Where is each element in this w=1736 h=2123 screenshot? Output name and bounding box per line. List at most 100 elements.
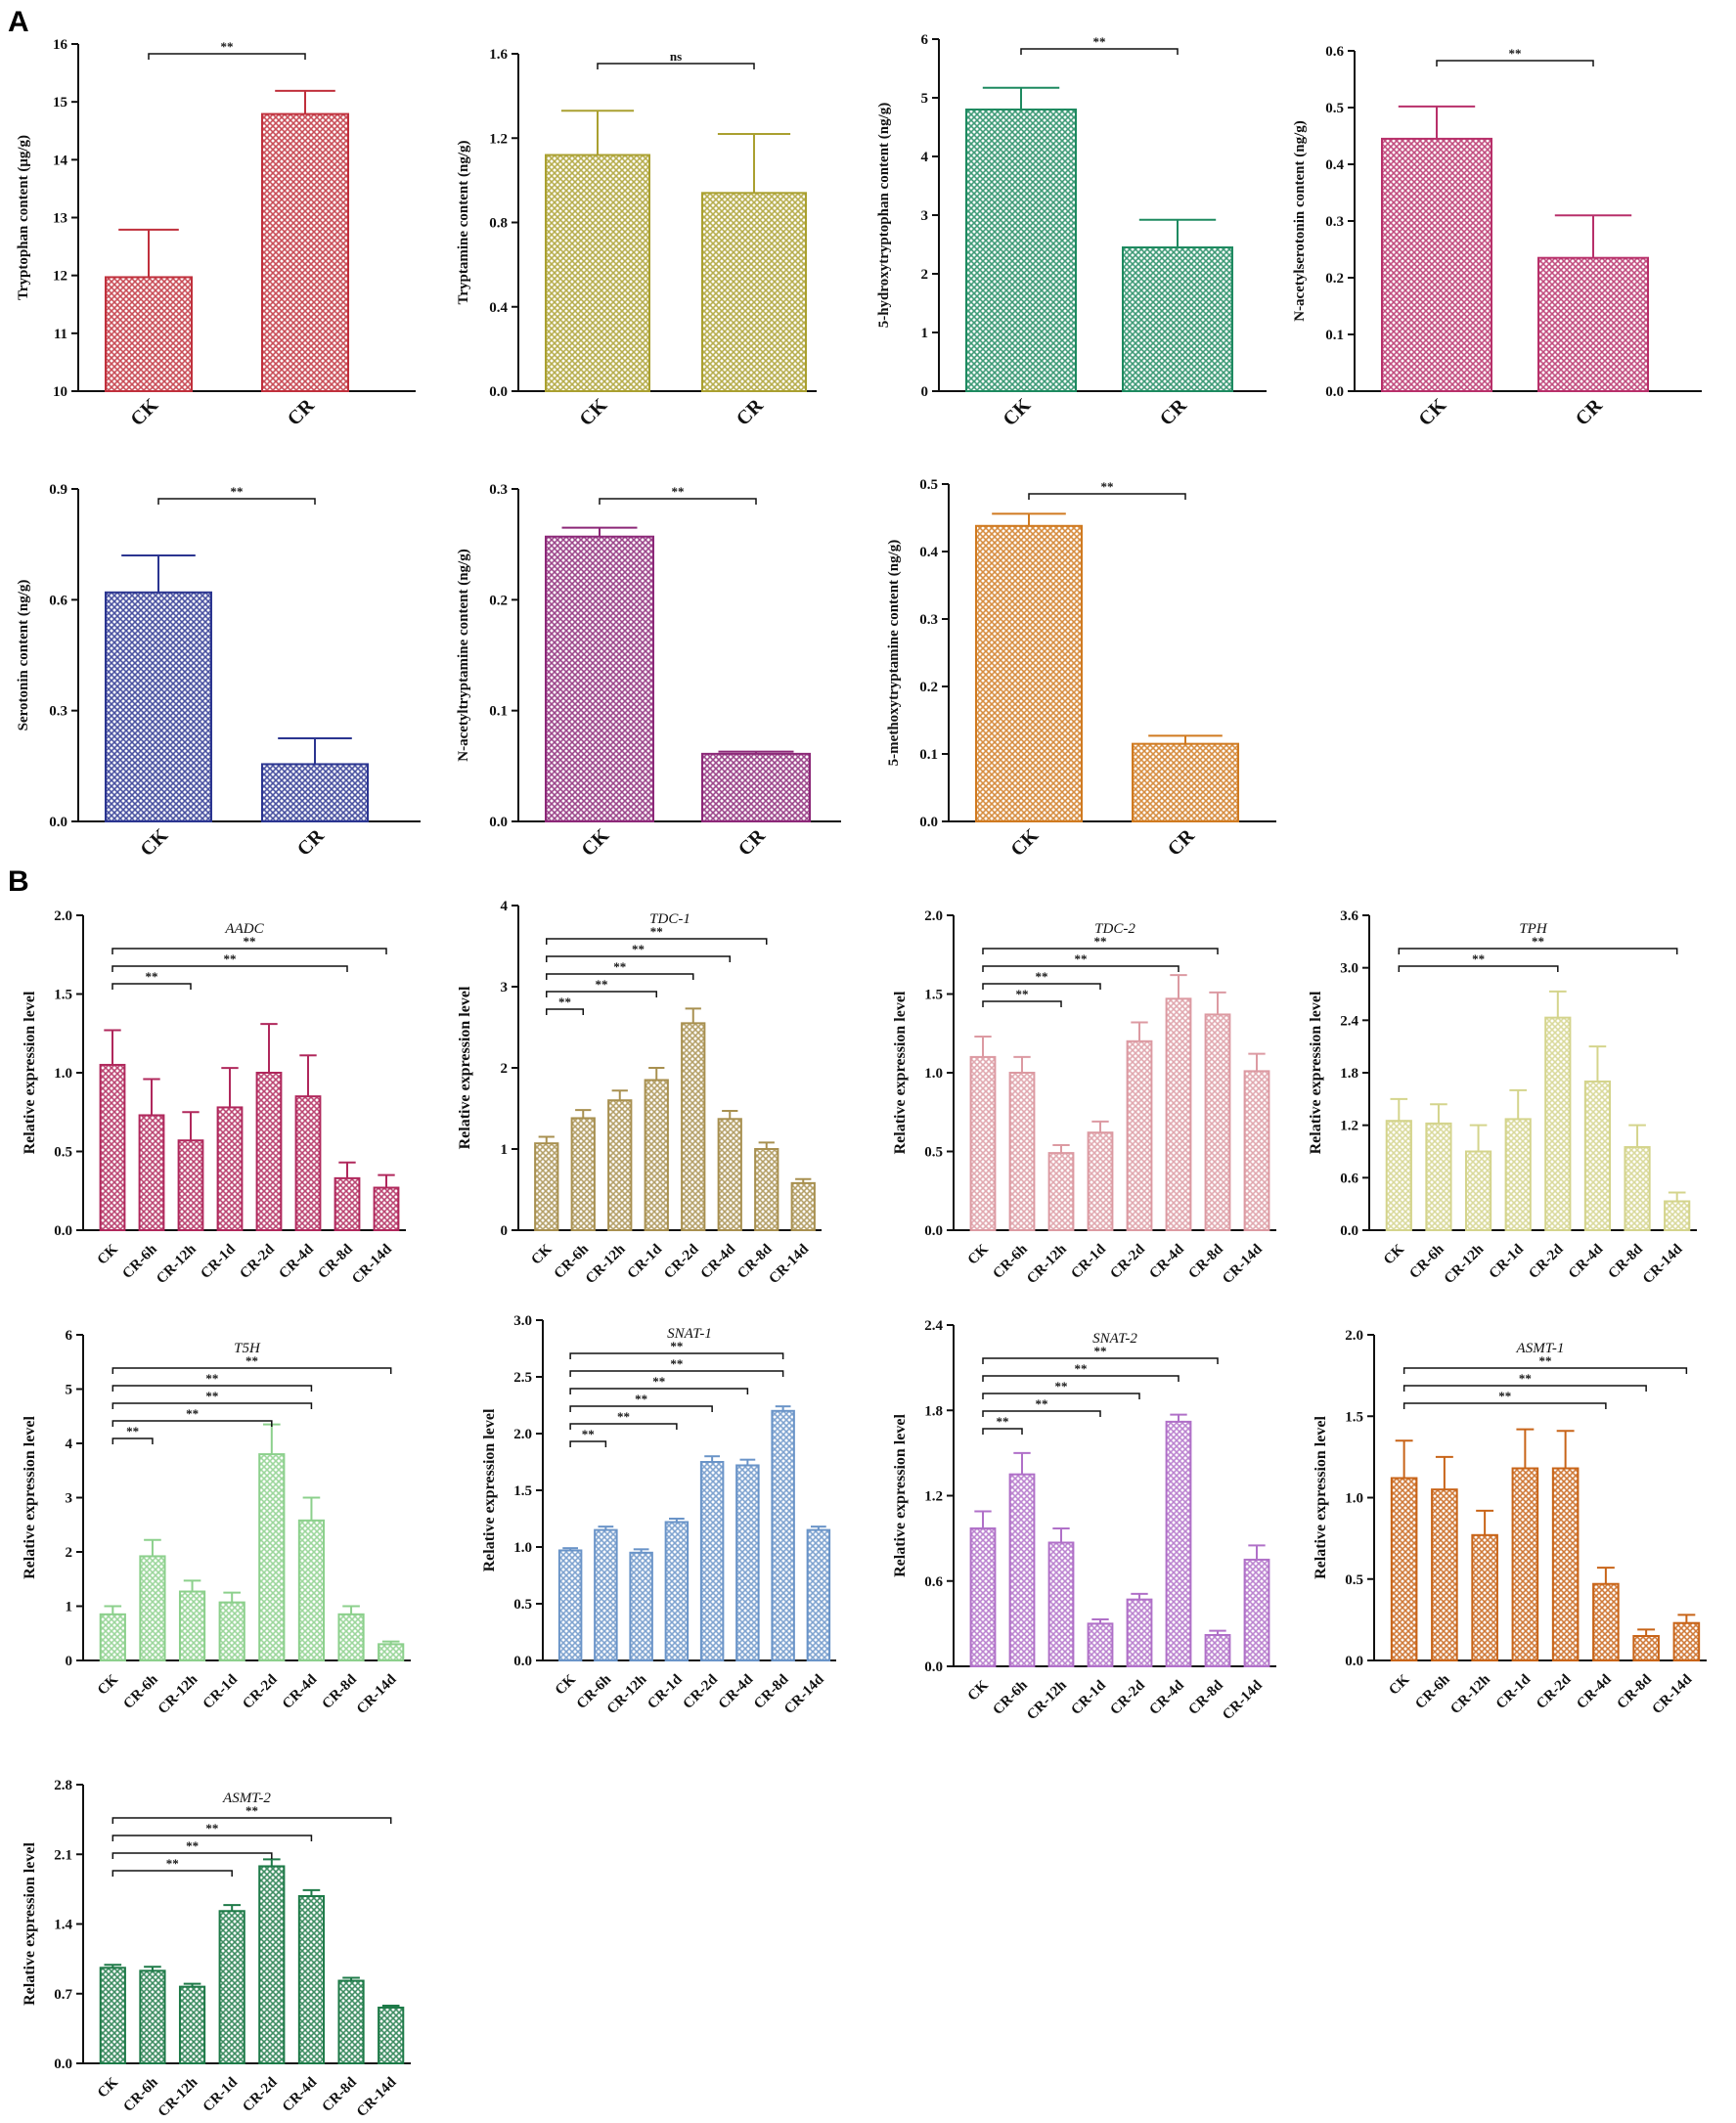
significance-label: ** <box>1036 1396 1048 1411</box>
x-tick-label: CR-14d <box>354 1671 400 1717</box>
bar-ck <box>545 535 654 822</box>
y-tick-label: 0 <box>66 1654 73 1669</box>
significance-label: ** <box>221 39 234 54</box>
x-tick-label: CR-1d <box>198 1241 239 1282</box>
y-tick-label: 1 <box>66 1600 73 1615</box>
y-axis-label: Tryptamine content (ng/g) <box>456 140 471 304</box>
y-tick-label: 16 <box>53 37 68 53</box>
y-tick-label: 0.0 <box>924 1223 943 1239</box>
y-tick-label: 6 <box>66 1328 73 1344</box>
bar-cr-2d <box>681 1022 706 1231</box>
y-tick-label: 15 <box>53 95 67 111</box>
x-tick-label: CR-4d <box>1566 1241 1607 1282</box>
bar-cr-6h <box>570 1117 596 1231</box>
chart-7: 0.0 0.5 1.0 1.5 2.0 Relative expression level… <box>22 908 406 1287</box>
y-tick-label: 1.5 <box>924 988 943 1003</box>
y-axis-label: 5-hydroxytryptophan content (ng/g) <box>876 103 892 329</box>
chart-1: 0.0 0.4 0.8 1.2 1.6 Tryptamine content (ng/g)… <box>456 47 817 430</box>
x-tick-label: CR <box>284 394 319 429</box>
significance-bracket <box>111 948 387 954</box>
y-tick-label: 0.9 <box>49 482 67 498</box>
significance-bracket <box>111 965 348 972</box>
y-tick-label: 0.5 <box>1325 101 1344 116</box>
significance-label: ** <box>1055 1379 1068 1393</box>
y-tick-label: 3.0 <box>1340 961 1358 977</box>
x-tick-label: CK <box>95 1671 121 1698</box>
bar-cr-6h <box>139 1969 166 2064</box>
chart-8: 0 1 2 3 4 Relative expression level TDC-1 CK CR-… <box>457 899 822 1287</box>
y-tick-label: 11 <box>54 327 67 342</box>
y-tick-label: 1.6 <box>489 47 508 63</box>
bar-cr-1d <box>664 1521 690 1661</box>
y-tick-label: 0.2 <box>1325 271 1344 287</box>
bar-cr-12h <box>1047 1541 1075 1668</box>
bar-ck <box>969 1526 997 1667</box>
x-tick-label: CR-4d <box>1574 1671 1615 1712</box>
y-axis-label: Relative expression level <box>22 1416 38 1579</box>
bar-cr-14d <box>1672 1621 1701 1661</box>
y-tick-label: 0.7 <box>54 1987 72 2003</box>
bar-cr-14d <box>790 1181 816 1231</box>
y-tick-label: 1 <box>501 1142 509 1158</box>
x-tick-label: CK <box>95 2074 121 2101</box>
chart-12: 0.0 0.5 1.0 1.5 2.0 2.5 3.0 Relative expression… <box>481 1313 836 1717</box>
chart-13: 0.0 0.6 1.2 1.8 2.4 Relative expression level… <box>892 1318 1276 1723</box>
significance-label: ** <box>205 1821 218 1836</box>
y-tick-label: 13 <box>53 211 67 227</box>
bar-cr-1d <box>1087 1131 1114 1232</box>
significance-bracket <box>546 1008 584 1015</box>
significance-label: ** <box>1036 969 1048 984</box>
significance-bracket <box>1402 1402 1607 1409</box>
x-tick-label: CR-1d <box>625 1241 666 1282</box>
y-tick-label: 3 <box>921 208 929 224</box>
y-tick-label: 3.6 <box>1340 908 1358 924</box>
y-axis-label: Relative expression level <box>892 1414 909 1577</box>
chart-title: TPH <box>1519 921 1548 937</box>
significance-label: ** <box>146 969 158 984</box>
significance-label: ** <box>1472 951 1485 966</box>
significance-bracket <box>111 1367 392 1374</box>
bar-ck <box>534 1142 559 1231</box>
y-tick-label: 0.3 <box>1325 214 1344 230</box>
y-tick-label: 2.4 <box>1340 1013 1358 1029</box>
bar-cr-1d <box>644 1079 669 1231</box>
significance-label: ** <box>670 1356 683 1371</box>
bar-cr-12h <box>177 1139 204 1231</box>
y-tick-label: 0.6 <box>1325 44 1344 60</box>
bar-cr-14d <box>378 1643 405 1661</box>
y-tick-label: 1.5 <box>54 988 72 1003</box>
y-tick-label: 1.0 <box>924 1066 943 1082</box>
bar-cr-1d <box>1087 1622 1114 1667</box>
significance-bracket <box>111 1420 273 1427</box>
x-tick-label: CR <box>734 824 770 860</box>
y-tick-label: 0.0 <box>919 815 938 830</box>
y-tick-label: 0.5 <box>54 1145 72 1161</box>
x-tick-label: CR-1d <box>1487 1241 1528 1282</box>
x-tick-label: CR-2d <box>661 1241 702 1282</box>
panel-label-a: A <box>8 6 29 38</box>
significance-label: ** <box>558 995 571 1009</box>
bar-cr-6h <box>1008 1072 1036 1231</box>
significance-bracket <box>569 1370 784 1377</box>
bar-ck <box>99 1967 126 2065</box>
x-tick-label: CR-14d <box>1220 1677 1266 1723</box>
y-tick-label: 0.1 <box>489 704 508 720</box>
bar-ck <box>105 591 212 822</box>
x-tick-label: CR-1d <box>645 1671 686 1712</box>
chart-title: ASMT-2 <box>222 1791 271 1806</box>
y-tick-label: 5 <box>66 1383 73 1398</box>
y-tick-label: 0.0 <box>924 1659 943 1675</box>
bar-cr-4d <box>297 1895 326 2064</box>
bar-cr-12h <box>1464 1150 1492 1231</box>
y-tick-label: 0 <box>501 1223 509 1239</box>
significance-bracket <box>597 63 755 69</box>
x-tick-label: CK <box>136 824 172 861</box>
y-tick-label: 0.6 <box>924 1574 943 1590</box>
bar-cr-8d <box>1624 1146 1651 1232</box>
bar-ck <box>105 276 193 393</box>
bar-cr-2d <box>258 1453 286 1661</box>
y-tick-label: 0.6 <box>49 593 67 608</box>
y-tick-label: 0.0 <box>1340 1223 1358 1239</box>
x-tick-label: CR-2d <box>237 1241 278 1282</box>
significance-bracket <box>546 955 731 962</box>
